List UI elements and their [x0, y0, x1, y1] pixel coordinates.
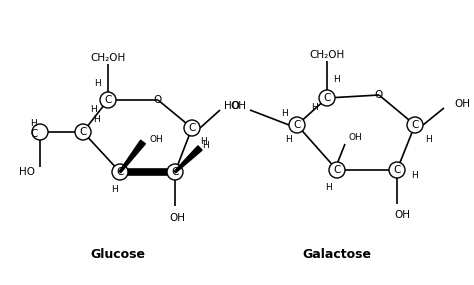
Text: H: H	[426, 135, 432, 144]
Text: C: C	[116, 167, 124, 177]
Text: H: H	[282, 109, 288, 117]
Text: CH₂OH: CH₂OH	[310, 50, 345, 60]
Circle shape	[184, 120, 200, 136]
Text: C: C	[171, 167, 179, 177]
Circle shape	[167, 164, 183, 180]
Text: C: C	[79, 127, 87, 137]
Text: Galactose: Galactose	[302, 249, 372, 262]
Text: C: C	[188, 123, 196, 133]
Circle shape	[289, 117, 305, 133]
Polygon shape	[174, 146, 202, 173]
Circle shape	[389, 162, 405, 178]
Circle shape	[32, 124, 48, 140]
Text: CH₂OH: CH₂OH	[91, 53, 126, 63]
Text: C: C	[323, 93, 331, 103]
Text: OH: OH	[454, 99, 470, 109]
Text: H: H	[201, 137, 207, 146]
Text: O: O	[154, 95, 162, 105]
Circle shape	[329, 162, 345, 178]
Text: C: C	[293, 120, 301, 130]
Text: C: C	[104, 95, 112, 105]
Text: H: H	[311, 103, 319, 113]
Circle shape	[75, 124, 91, 140]
Circle shape	[407, 117, 423, 133]
Text: C: C	[393, 165, 401, 175]
Text: OH: OH	[348, 133, 362, 141]
Polygon shape	[119, 140, 146, 173]
Text: H: H	[94, 115, 100, 125]
Text: C: C	[333, 165, 341, 175]
Text: C: C	[30, 129, 38, 139]
Text: OH: OH	[230, 101, 246, 111]
Text: C: C	[411, 120, 419, 130]
Text: OH: OH	[394, 210, 410, 220]
Text: OH: OH	[149, 135, 163, 144]
Circle shape	[319, 90, 335, 106]
Text: H: H	[95, 78, 101, 87]
Text: H: H	[202, 141, 210, 150]
Text: HO: HO	[19, 167, 35, 177]
Text: H: H	[31, 119, 37, 129]
Text: H: H	[91, 105, 97, 115]
Text: H: H	[334, 76, 340, 84]
Text: O: O	[375, 90, 383, 100]
Text: Glucose: Glucose	[91, 249, 146, 262]
Circle shape	[100, 92, 116, 108]
Text: HO: HO	[224, 101, 240, 111]
Text: H: H	[326, 184, 332, 192]
Text: H: H	[111, 186, 118, 194]
Text: H: H	[286, 135, 292, 144]
Text: H: H	[411, 170, 419, 180]
Text: OH: OH	[169, 213, 185, 223]
Circle shape	[112, 164, 128, 180]
